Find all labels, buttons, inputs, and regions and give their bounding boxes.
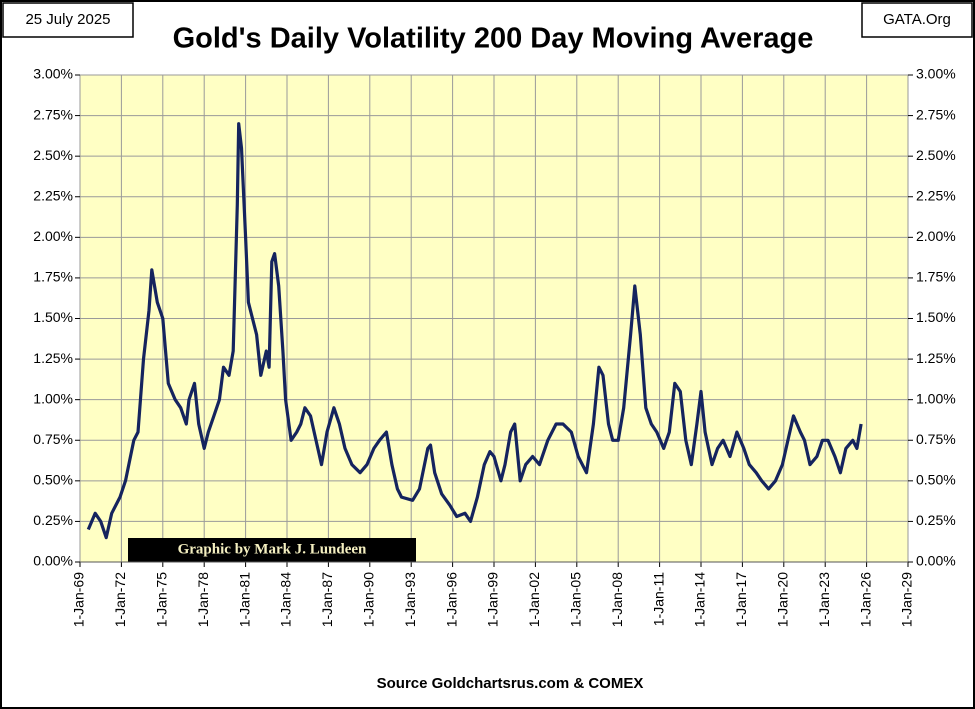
credit: Graphic by Mark J. Lundeen bbox=[178, 541, 367, 557]
chart-title: Gold's Daily Volatility 200 Day Moving A… bbox=[173, 23, 814, 55]
x-tick-label: 1-Jan-72 bbox=[112, 572, 128, 627]
footer: Source Goldchartsrus.com & COMEX bbox=[377, 675, 644, 692]
y-tick-label: 1.50% bbox=[33, 309, 73, 325]
y2-tick-label: 0.75% bbox=[916, 431, 956, 447]
x-tick-label: 1-Jan-87 bbox=[319, 572, 335, 627]
y-tick-label: 0.75% bbox=[33, 431, 73, 447]
y2-tick-label: 0.00% bbox=[916, 553, 956, 569]
x-tick-label: 1-Jan-14 bbox=[692, 572, 708, 627]
x-tick-label: 1-Jan-26 bbox=[857, 572, 873, 627]
y2-tick-label: 1.50% bbox=[916, 309, 956, 325]
x-tick-label: 1-Jan-23 bbox=[816, 572, 832, 627]
y-tick-label: 0.25% bbox=[33, 512, 73, 528]
x-tick-label: 1-Jan-69 bbox=[71, 572, 87, 627]
x-tick-label: 1-Jan-05 bbox=[568, 572, 584, 627]
y-tick-label: 1.00% bbox=[33, 390, 73, 406]
y-tick-label: 3.00% bbox=[33, 66, 73, 82]
x-tick-label: 1-Jan-84 bbox=[278, 572, 294, 627]
y2-tick-label: 2.50% bbox=[916, 147, 956, 163]
x-tick-label: 1-Jan-20 bbox=[775, 572, 791, 627]
source-label: GATA.Org bbox=[883, 11, 951, 28]
x-tick-label: 1-Jan-96 bbox=[443, 572, 459, 627]
x-tick-label: 1-Jan-02 bbox=[526, 572, 542, 627]
y2-tick-label: 2.25% bbox=[916, 187, 956, 203]
x-tick-label: 1-Jan-99 bbox=[485, 572, 501, 627]
credit-box bbox=[128, 538, 416, 562]
y-tick-label: 1.25% bbox=[33, 350, 73, 366]
x-tick-label: 1-Jan-93 bbox=[402, 572, 418, 627]
y-tick-label: 2.50% bbox=[33, 147, 73, 163]
x-tick-label: 1-Jan-08 bbox=[609, 572, 625, 627]
y2-tick-label: 0.50% bbox=[916, 472, 956, 488]
y-tick-label: 2.25% bbox=[33, 187, 73, 203]
y2-tick-label: 3.00% bbox=[916, 66, 956, 82]
date-label: 25 July 2025 bbox=[25, 11, 110, 28]
y2-tick-label: 2.75% bbox=[916, 106, 956, 122]
y2-tick-label: 0.25% bbox=[916, 512, 956, 528]
y2-tick-label: 1.00% bbox=[916, 390, 956, 406]
date-box bbox=[2, 2, 134, 38]
x-tick-label: 1-Jan-90 bbox=[361, 572, 377, 627]
x-tick-label: 1-Jan-81 bbox=[236, 572, 252, 627]
y2-tick-label: 1.75% bbox=[916, 269, 956, 285]
y-tick-label: 0.00% bbox=[33, 553, 73, 569]
y2-tick-label: 1.25% bbox=[916, 350, 956, 366]
x-tick-label: 1-Jan-11 bbox=[650, 572, 666, 626]
y-tick-label: 1.75% bbox=[33, 269, 73, 285]
y-tick-label: 0.50% bbox=[33, 472, 73, 488]
y2-tick-label: 2.00% bbox=[916, 228, 956, 244]
x-tick-label: 1-Jan-29 bbox=[899, 572, 915, 627]
x-tick-label: 1-Jan-78 bbox=[195, 572, 211, 627]
series-line bbox=[86, 122, 863, 540]
x-tick-label: 1-Jan-17 bbox=[733, 572, 749, 627]
y-tick-label: 2.75% bbox=[33, 106, 73, 122]
x-tick-label: 1-Jan-75 bbox=[154, 572, 170, 627]
source-box bbox=[861, 2, 973, 38]
y-tick-label: 2.00% bbox=[33, 228, 73, 244]
